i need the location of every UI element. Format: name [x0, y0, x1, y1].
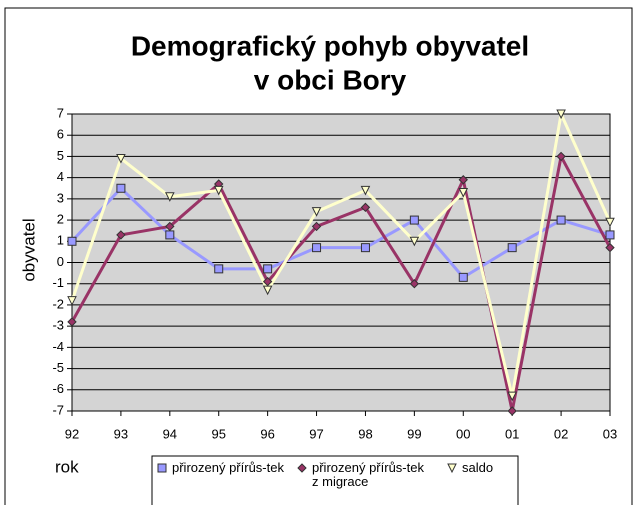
marker [409, 236, 420, 247]
y-tick-label: -3 [52, 318, 64, 333]
y-tick-label: 4 [57, 169, 64, 184]
series-line [70, 112, 612, 398]
marker [507, 391, 517, 402]
marker [556, 109, 566, 120]
marker [556, 151, 566, 162]
x-tick-label: 00 [456, 426, 470, 441]
legend-marker [297, 463, 307, 473]
legend-label: přirozený přírůs-tek [172, 460, 284, 475]
marker [312, 243, 322, 253]
y-tick-label: -4 [52, 339, 64, 354]
marker [360, 243, 370, 253]
marker [214, 264, 224, 274]
y-tick-label: 3 [57, 190, 64, 205]
x-tick-label: 96 [260, 426, 274, 441]
marker [311, 207, 322, 217]
marker [458, 187, 469, 198]
y-tick-label: -2 [52, 296, 64, 311]
chart-subtitle: v obci Bory [254, 64, 407, 95]
y-tick-label: 2 [57, 212, 64, 227]
x-tick-label: 92 [65, 426, 79, 441]
marker [458, 175, 468, 185]
marker [458, 272, 468, 282]
marker [263, 264, 273, 274]
x-tick-label: 99 [407, 426, 421, 441]
marker [605, 242, 615, 253]
marker [360, 202, 371, 213]
marker [116, 154, 126, 164]
chart-title: Demografický pohyb obyvatel [131, 30, 529, 61]
y-tick-label: 6 [57, 127, 64, 142]
marker [507, 243, 517, 253]
legend-marker [157, 463, 167, 473]
marker [311, 221, 322, 232]
y-tick-label: -6 [52, 381, 64, 396]
x-axis-label: rok [55, 457, 79, 476]
y-tick-label: -1 [52, 275, 64, 290]
y-tick-label: -5 [52, 360, 64, 375]
legend-marker [447, 463, 457, 474]
x-tick-label: 02 [554, 426, 568, 441]
marker [165, 221, 175, 232]
marker [507, 406, 517, 416]
x-tick-label: 95 [211, 426, 225, 441]
y-tick-label: 7 [57, 105, 64, 120]
x-tick-label: 93 [114, 426, 128, 441]
marker [360, 185, 371, 196]
marker [605, 230, 615, 240]
y-tick-label: 0 [57, 254, 64, 269]
x-tick-label: 97 [309, 426, 323, 441]
marker [116, 230, 126, 240]
x-tick-label: 94 [163, 426, 177, 441]
marker [556, 215, 566, 225]
y-tick-label: 1 [57, 233, 64, 248]
marker [409, 279, 420, 289]
legend-label: přirozený přírůs-tek z migrace [312, 460, 424, 489]
marker [605, 217, 615, 228]
x-tick-label: 98 [358, 426, 372, 441]
legend-label: saldo [462, 460, 494, 475]
marker [409, 215, 419, 225]
y-axis-label: obyvatel [19, 218, 38, 281]
marker [213, 185, 224, 196]
marker [165, 230, 175, 240]
y-tick-label: 5 [57, 148, 64, 163]
x-tick-label: 03 [603, 426, 617, 441]
marker [67, 296, 77, 306]
marker [262, 285, 273, 296]
marker [165, 192, 175, 202]
marker [116, 183, 126, 193]
series-line [70, 154, 612, 413]
legend-box [151, 455, 519, 505]
marker [67, 317, 77, 327]
plot-border [71, 113, 611, 412]
marker [67, 236, 77, 246]
x-tick-label: 01 [505, 426, 519, 441]
y-tick-label: -7 [52, 402, 64, 417]
